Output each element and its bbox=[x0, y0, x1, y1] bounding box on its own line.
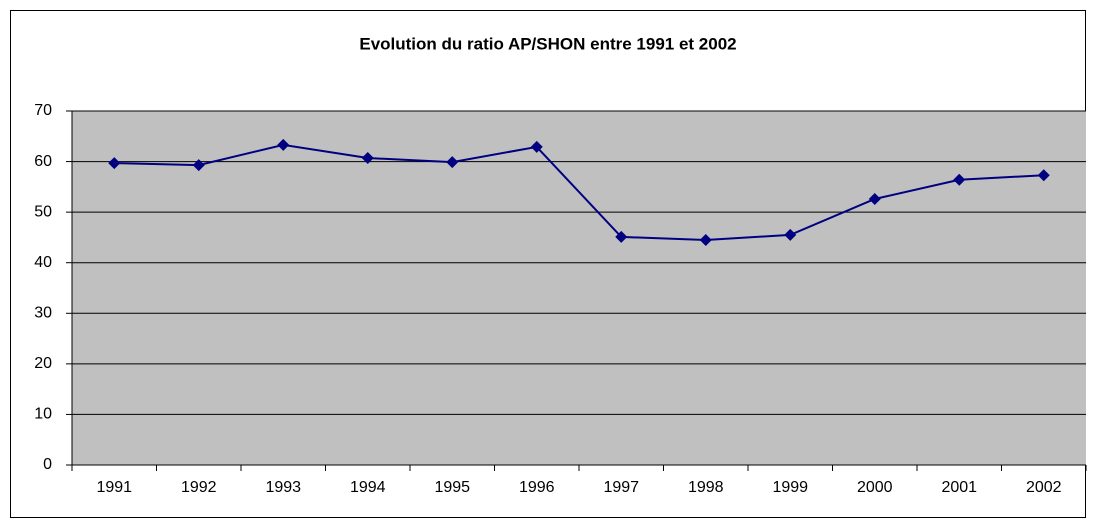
data-point bbox=[530, 140, 543, 153]
y-tick-label: 70 bbox=[34, 102, 52, 119]
data-point bbox=[953, 173, 966, 186]
y-tick-label: 20 bbox=[34, 355, 52, 372]
x-tick-label: 2000 bbox=[857, 479, 893, 496]
y-tick-label: 0 bbox=[43, 456, 52, 473]
x-tick-label: 1995 bbox=[434, 479, 470, 496]
data-point bbox=[699, 233, 712, 246]
y-tick-label: 60 bbox=[34, 153, 52, 170]
y-tick-label: 10 bbox=[34, 406, 52, 423]
x-tick-label: 1996 bbox=[519, 479, 555, 496]
data-point bbox=[108, 157, 121, 170]
data-point bbox=[277, 138, 290, 151]
x-tick-label: 1992 bbox=[181, 479, 217, 496]
x-tick-label: 1991 bbox=[96, 479, 132, 496]
data-point bbox=[361, 152, 374, 165]
x-tick-label: 1994 bbox=[350, 479, 386, 496]
data-point bbox=[868, 192, 881, 205]
x-tick-label: 1999 bbox=[772, 479, 808, 496]
data-point bbox=[446, 156, 459, 169]
plot-area bbox=[72, 111, 1086, 465]
x-tick-label: 2001 bbox=[941, 479, 977, 496]
x-tick-label: 2002 bbox=[1026, 479, 1062, 496]
data-point bbox=[192, 159, 205, 172]
series-line bbox=[114, 143, 1044, 241]
data-point bbox=[784, 228, 797, 241]
x-tick-label: 1993 bbox=[265, 479, 301, 496]
data-point bbox=[1037, 169, 1050, 182]
y-tick-label: 40 bbox=[34, 254, 52, 271]
y-tick-label: 30 bbox=[34, 305, 52, 322]
x-tick-label: 1997 bbox=[603, 479, 639, 496]
x-tick-label: 1998 bbox=[688, 479, 724, 496]
chart-title: Evolution du ratio AP/SHON entre 1991 et… bbox=[359, 34, 736, 53]
data-point bbox=[615, 230, 628, 243]
y-tick-label: 50 bbox=[34, 203, 52, 220]
